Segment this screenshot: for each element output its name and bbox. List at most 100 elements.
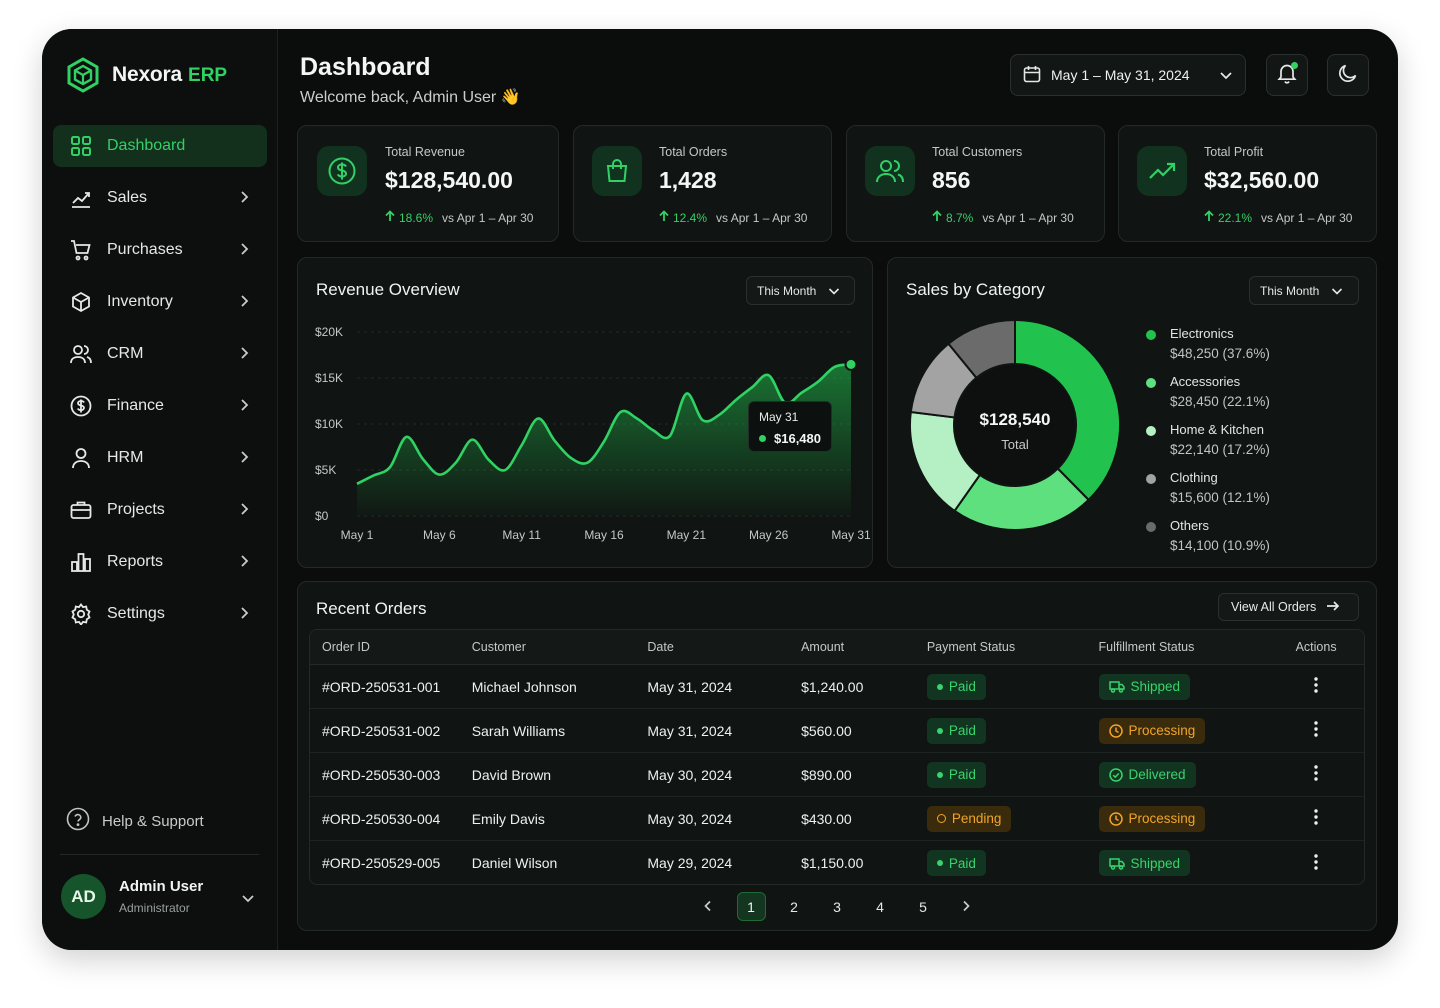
- view-all-orders-button[interactable]: View All Orders: [1218, 593, 1359, 621]
- clock-icon: [1108, 723, 1123, 738]
- highlight-point[interactable]: [844, 357, 858, 371]
- order-id[interactable]: #ORD-250531-001: [322, 678, 441, 695]
- kpi-label: Total Revenue: [385, 145, 465, 159]
- order-id[interactable]: #ORD-250530-004: [322, 810, 441, 827]
- more-actions-icon[interactable]: [1314, 853, 1318, 873]
- donut-slice-electronics[interactable]: [1014, 318, 1121, 502]
- sidebar-item-dashboard[interactable]: Dashboard: [53, 125, 267, 167]
- help-support-link[interactable]: Help & Support: [66, 807, 204, 835]
- category-period-select[interactable]: This Month: [1249, 276, 1359, 305]
- column-header[interactable]: Customer: [471, 640, 526, 654]
- donut-hole: [955, 365, 1075, 485]
- prev-page-button[interactable]: [694, 892, 723, 921]
- column-header[interactable]: Fulfillment Status: [1098, 640, 1195, 654]
- dollar-circle-icon: [317, 146, 367, 196]
- period-label: This Month: [757, 283, 817, 298]
- user-menu[interactable]: AD Admin User Administrator: [61, 874, 261, 919]
- revenue-period-select[interactable]: This Month: [746, 276, 855, 305]
- order-customer: Michael Johnson: [471, 678, 577, 695]
- app-window: Nexora ERP Dashboard Sales P: [42, 29, 1398, 950]
- users-icon: [865, 146, 915, 196]
- page-button-1[interactable]: 1: [736, 892, 766, 921]
- legend-swatch: [1146, 378, 1156, 388]
- sidebar-item-purchases[interactable]: Purchases: [53, 229, 267, 271]
- chevron-right-icon: [239, 346, 249, 365]
- sidebar-item-label: CRM: [107, 345, 144, 362]
- table-row[interactable]: #ORD-250531-002 Sarah Williams May 31, 202…: [310, 709, 1364, 753]
- brand[interactable]: Nexora ERP: [66, 57, 227, 93]
- trending-up-icon: [1137, 146, 1187, 196]
- order-customer: Emily Davis: [471, 810, 545, 827]
- legend-swatch: [1146, 474, 1156, 484]
- payment-status-label: Pending: [951, 811, 1002, 826]
- arrow-up-icon: [1204, 210, 1214, 225]
- more-actions-icon[interactable]: [1314, 765, 1318, 784]
- order-id[interactable]: #ORD-250530-003: [322, 766, 441, 783]
- payment-status-badge: Paid: [926, 717, 986, 744]
- notifications-button[interactable]: [1266, 54, 1308, 96]
- column-header[interactable]: Payment Status: [926, 640, 1016, 654]
- more-actions-icon[interactable]: [1314, 809, 1318, 828]
- kpi-card-profit: Total Profit $32,560.00 22.1% vs Apr 1 –…: [1118, 125, 1377, 242]
- theme-toggle-button[interactable]: [1327, 54, 1369, 96]
- order-id[interactable]: #ORD-250531-002: [322, 722, 441, 739]
- column-header[interactable]: Date: [647, 640, 674, 654]
- legend-item: Accessories $28,450 (22.1%): [1146, 374, 1270, 409]
- gear-icon: [69, 602, 93, 626]
- payment-status-badge: Paid: [926, 761, 986, 788]
- date-range-picker[interactable]: May 1 – May 31, 2024: [1010, 54, 1246, 96]
- order-date: May 29, 2024: [647, 855, 733, 871]
- order-date: May 30, 2024: [647, 810, 733, 827]
- payment-status-label: Paid: [948, 723, 976, 738]
- page-button-3[interactable]: 3: [833, 898, 841, 915]
- sidebar-item-hrm[interactable]: HRM: [53, 437, 267, 479]
- legend-name: Home & Kitchen: [1170, 422, 1264, 437]
- category-donut-chart: [909, 318, 1121, 531]
- donut-slice-others[interactable]: [947, 318, 1016, 380]
- sidebar-item-label: HRM: [107, 449, 144, 466]
- sidebar-item-projects[interactable]: Projects: [53, 489, 267, 531]
- shopping-bag-icon: [592, 146, 642, 196]
- kpi-compare: vs Apr 1 – Apr 30: [716, 210, 808, 225]
- table-row[interactable]: #ORD-250529-005 Daniel Wilson May 29, 2024…: [310, 841, 1364, 884]
- clock-icon: [1108, 811, 1123, 826]
- page-button-2[interactable]: 2: [790, 898, 798, 915]
- more-actions-icon[interactable]: [1314, 677, 1318, 696]
- donut-total-value: $128,540: [979, 410, 1051, 429]
- order-date: May 31, 2024: [647, 678, 733, 695]
- sidebar-item-label: Reports: [107, 553, 164, 570]
- table-row[interactable]: #ORD-250530-003 David Brown May 30, 2024 $8…: [310, 753, 1364, 797]
- dollar-circle-icon: [69, 394, 93, 418]
- fulfillment-status-badge: Shipped: [1098, 673, 1191, 700]
- next-page-button[interactable]: [952, 892, 981, 921]
- help-support-label: Help & Support: [102, 812, 204, 830]
- sidebar-item-inventory[interactable]: Inventory: [53, 281, 267, 323]
- arrow-up-icon: [932, 210, 942, 225]
- column-header[interactable]: Amount: [801, 640, 845, 654]
- chevron-right-icon: [962, 899, 970, 915]
- table-row[interactable]: #ORD-250530-004 Emily Davis May 30, 2024 $4…: [310, 797, 1364, 841]
- order-customer: Sarah Williams: [471, 722, 566, 739]
- order-id[interactable]: #ORD-250529-005: [322, 855, 441, 871]
- bell-icon: [1276, 62, 1298, 89]
- chevron-down-icon[interactable]: [241, 890, 255, 908]
- sidebar-item-reports[interactable]: Reports: [53, 541, 267, 583]
- page-button-4[interactable]: 4: [876, 898, 884, 915]
- help-circle-icon: [66, 807, 90, 835]
- chevron-right-icon: [239, 294, 249, 313]
- sidebar-item-sales[interactable]: Sales: [53, 177, 267, 219]
- page-button-5[interactable]: 5: [919, 898, 927, 915]
- moon-icon: [1337, 62, 1359, 89]
- sidebar-item-crm[interactable]: CRM: [53, 333, 267, 375]
- sidebar-item-settings[interactable]: Settings: [53, 593, 267, 635]
- sidebar-item-finance[interactable]: Finance: [53, 385, 267, 427]
- column-header[interactable]: Order ID: [322, 640, 370, 654]
- legend-value: $48,250 (37.6%): [1170, 346, 1270, 361]
- legend-swatch: [1146, 522, 1156, 532]
- kpi-value: $32,560.00: [1204, 167, 1320, 193]
- table-row[interactable]: #ORD-250531-001 Michael Johnson May 31, 20…: [310, 665, 1364, 709]
- legend-value: $28,450 (22.1%): [1170, 394, 1270, 409]
- more-actions-icon[interactable]: [1314, 721, 1318, 740]
- orders-table: Order ID Customer Date Amount Payment St…: [309, 629, 1365, 885]
- fulfillment-status-badge: Shipped: [1098, 850, 1191, 876]
